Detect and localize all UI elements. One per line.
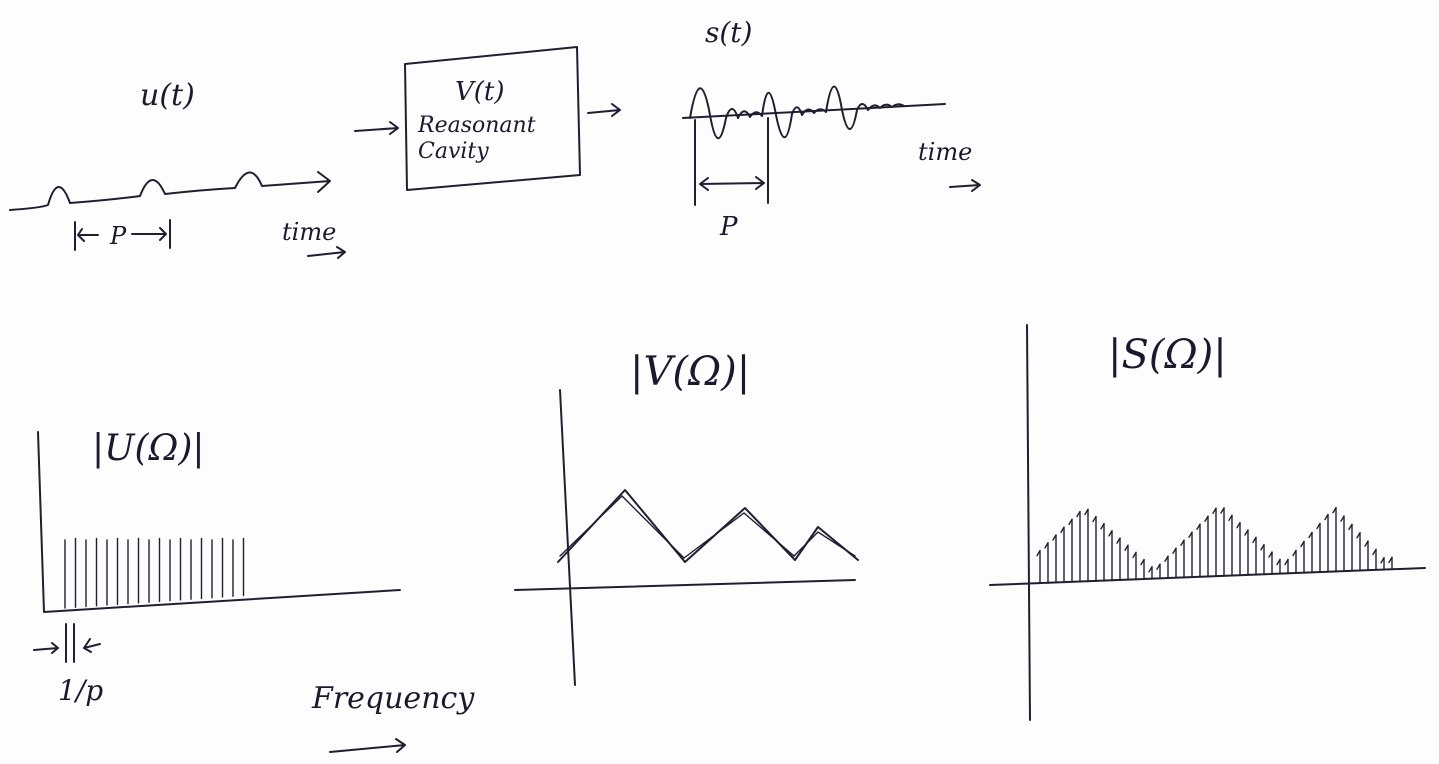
input-time: time [282, 218, 336, 246]
spacing-label: 1/p [58, 674, 103, 707]
input-label: u(t) [140, 78, 195, 113]
frequency-label: Frequency [311, 681, 475, 716]
block-line2: Cavity [418, 139, 489, 164]
input-period: P [109, 222, 127, 250]
spectrum-s-label: |S(Ω)| [1108, 332, 1227, 378]
spectrum-v-label: |V(Ω)| [630, 349, 750, 395]
output-period: P [719, 212, 738, 242]
output-label: s(t) [705, 16, 752, 49]
output-time: time [918, 138, 972, 166]
diagram: u(t) P time V(t) Reasonant Cavity s(t) P… [0, 0, 1439, 764]
block-line1: Reasonant [417, 113, 536, 138]
spectrum-u-label: |U(Ω)| [92, 428, 205, 469]
block-title: V(t) [455, 77, 505, 107]
